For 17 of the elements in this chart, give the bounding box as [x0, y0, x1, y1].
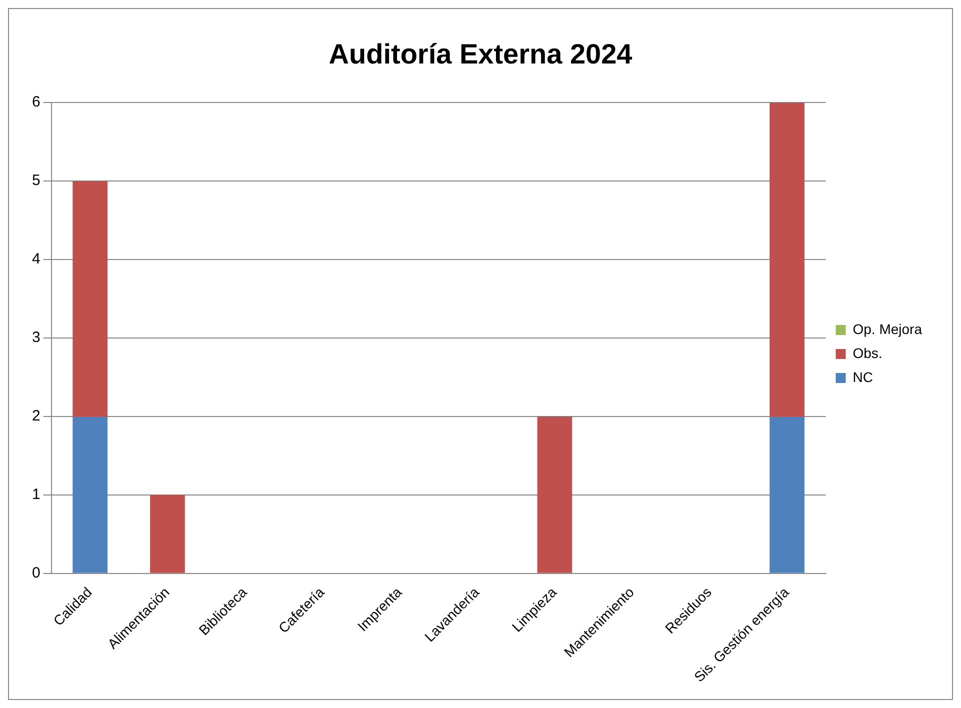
- bar: [537, 416, 572, 573]
- y-tick-label: 3: [32, 329, 40, 346]
- bar: [770, 416, 804, 573]
- y-tick-label: 1: [32, 486, 40, 504]
- legend-label: Op. Mejora: [852, 320, 922, 337]
- bar: [72, 181, 108, 416]
- bar: [72, 416, 108, 573]
- y-tick-label: 6: [32, 94, 40, 111]
- chart-title: Auditoría Externa 2024: [328, 38, 633, 70]
- legend-label: Obs.: [852, 344, 882, 361]
- legend-label: NC: [852, 368, 873, 385]
- bar: [150, 494, 185, 573]
- bar: [770, 102, 804, 416]
- y-tick-label: 5: [32, 172, 40, 190]
- y-tick-label: 4: [32, 250, 40, 268]
- y-tick-label: 2: [32, 408, 40, 425]
- y-tick-label: 0: [32, 564, 40, 582]
